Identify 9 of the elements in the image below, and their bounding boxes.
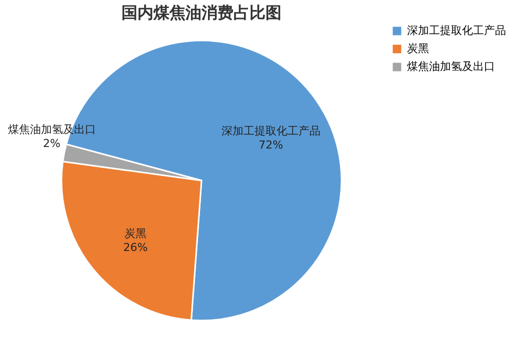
data-label: 72% [258,138,284,152]
slice-label: 深加工提取化工产品 [221,124,320,138]
legend-label: 深加工提取化工产品 [407,24,506,37]
legend-label: 煤焦油加氢及出口 [407,60,495,73]
chart-title: 国内煤焦油消费占比图 [122,3,282,22]
slice-label: 炭黑 [124,226,146,240]
data-label: 26% [123,240,148,254]
legend-label: 炭黑 [407,42,429,55]
data-label: 2% [43,137,60,150]
